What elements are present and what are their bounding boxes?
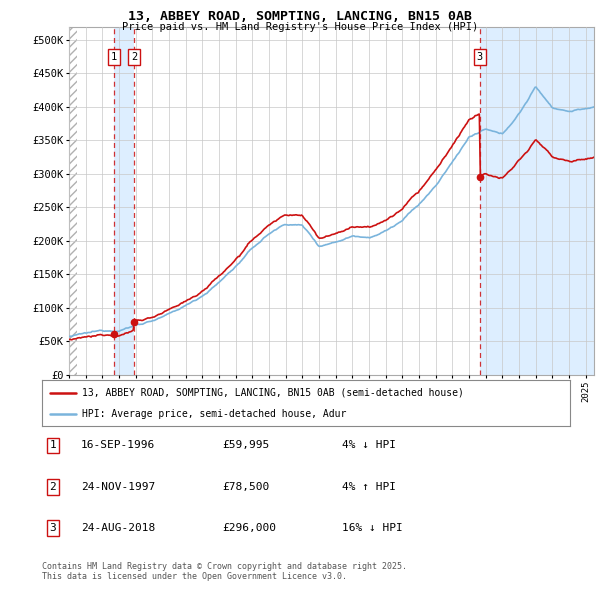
Text: 4% ↑ HPI: 4% ↑ HPI — [342, 482, 396, 491]
Text: £59,995: £59,995 — [222, 441, 269, 450]
Text: 1: 1 — [111, 52, 117, 62]
Bar — [69, 27, 77, 375]
Text: 3: 3 — [476, 52, 483, 62]
Text: 2: 2 — [131, 52, 137, 62]
Text: HPI: Average price, semi-detached house, Adur: HPI: Average price, semi-detached house,… — [82, 409, 346, 419]
Text: Price paid vs. HM Land Registry's House Price Index (HPI): Price paid vs. HM Land Registry's House … — [122, 22, 478, 32]
Text: 16% ↓ HPI: 16% ↓ HPI — [342, 523, 403, 533]
Text: 2: 2 — [49, 482, 56, 491]
Bar — [114, 27, 134, 375]
Text: £78,500: £78,500 — [222, 482, 269, 491]
Text: £296,000: £296,000 — [222, 523, 276, 533]
Text: 24-AUG-2018: 24-AUG-2018 — [81, 523, 155, 533]
Text: 24-NOV-1997: 24-NOV-1997 — [81, 482, 155, 491]
Text: 1: 1 — [49, 441, 56, 450]
Text: 13, ABBEY ROAD, SOMPTING, LANCING, BN15 0AB: 13, ABBEY ROAD, SOMPTING, LANCING, BN15 … — [128, 10, 472, 23]
Text: Contains HM Land Registry data © Crown copyright and database right 2025.
This d: Contains HM Land Registry data © Crown c… — [42, 562, 407, 581]
Text: 3: 3 — [49, 523, 56, 533]
Text: 13, ABBEY ROAD, SOMPTING, LANCING, BN15 0AB (semi-detached house): 13, ABBEY ROAD, SOMPTING, LANCING, BN15 … — [82, 388, 463, 398]
Text: 16-SEP-1996: 16-SEP-1996 — [81, 441, 155, 450]
Text: 4% ↓ HPI: 4% ↓ HPI — [342, 441, 396, 450]
Bar — [479, 27, 594, 375]
